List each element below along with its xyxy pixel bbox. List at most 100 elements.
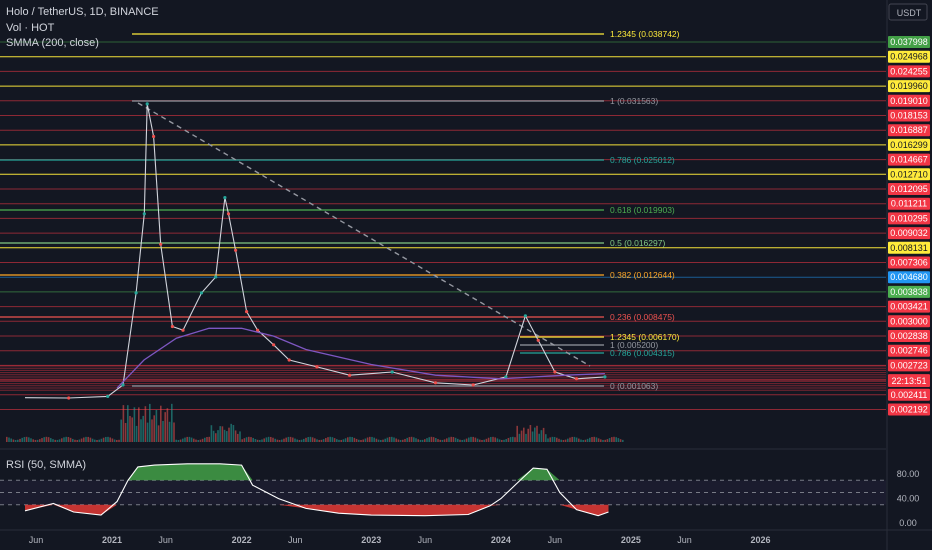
volume-bar	[531, 431, 534, 442]
volume-bar	[371, 436, 373, 442]
volume-bar	[91, 438, 94, 442]
volume-bar	[239, 431, 241, 442]
volume-bar	[505, 439, 507, 442]
volume-bar	[437, 439, 439, 442]
price-tag-bg	[888, 197, 930, 210]
fib-level-label-6: 0.236 (0.008475)	[610, 312, 675, 322]
volume-bar	[476, 438, 479, 442]
volume-bar	[322, 439, 325, 442]
volume-bar	[421, 439, 424, 442]
price-point	[433, 381, 438, 385]
volume-bar	[525, 433, 527, 442]
price-point	[553, 370, 557, 374]
volume-bar	[556, 437, 558, 442]
volume-bar	[171, 403, 173, 442]
volume-bar	[333, 438, 336, 442]
volume-bar	[232, 425, 235, 442]
volume-bar	[21, 437, 23, 442]
volume-bar	[105, 436, 107, 442]
price-point	[504, 375, 508, 379]
price-tag-bg	[888, 241, 930, 254]
price-point	[603, 375, 607, 379]
volume-bar	[263, 438, 265, 442]
price-tag-value: 0.024255	[890, 66, 928, 76]
volume-bar	[45, 436, 48, 442]
volume-bar	[127, 405, 129, 442]
volume-bar	[212, 430, 215, 442]
volume-bar	[391, 436, 393, 442]
volume-bar	[6, 436, 8, 442]
price-tag-value: 0.014667	[890, 155, 928, 165]
volume-bar	[47, 437, 50, 442]
volume-bar	[252, 437, 254, 442]
volume-bar	[382, 439, 384, 442]
volume-bar	[228, 427, 230, 442]
volume-bar	[479, 439, 481, 442]
volume-bar	[316, 439, 318, 442]
symbol-title[interactable]: Holo / TetherUS, 1D, BINANCE	[6, 6, 159, 18]
price-tag-bg	[888, 271, 930, 284]
time-tick-label: Jun	[158, 535, 173, 545]
volume-bar	[375, 438, 378, 442]
volume-bar	[8, 437, 10, 442]
rsi-oversold-fill	[25, 504, 609, 516]
volume-bar	[265, 437, 268, 442]
volume-bar	[498, 439, 501, 442]
volume-bar	[443, 439, 446, 442]
volume-bar	[289, 436, 292, 442]
price-point	[121, 383, 125, 387]
volume-bar	[34, 439, 37, 442]
rsi-pane	[0, 463, 886, 517]
price-point	[574, 377, 579, 381]
time-tick-label: 2025	[621, 535, 641, 545]
volume-bar	[217, 430, 219, 442]
volume-bar	[547, 438, 549, 442]
volume-bar	[529, 425, 532, 442]
volume-bar	[54, 439, 56, 442]
volume-bar	[597, 438, 600, 442]
price-tag-value: 0.012095	[890, 184, 928, 194]
volume-bar	[331, 437, 334, 442]
volume-bar	[424, 439, 426, 442]
volume-bar	[241, 439, 243, 442]
volume-bar	[355, 438, 358, 442]
price-tag-value: 0.009032	[890, 228, 928, 238]
volume-bar	[138, 407, 140, 442]
volume-bar	[553, 436, 556, 442]
fib-level-label-5: 0.382 (0.012644)	[610, 270, 675, 280]
volume-bar	[602, 439, 604, 442]
volume-bar	[144, 406, 147, 442]
volume-bar	[206, 436, 208, 442]
price-tag-value: 0.007306	[890, 258, 928, 268]
volume-bar	[516, 425, 518, 442]
price-point	[152, 134, 156, 139]
volume-bar	[336, 439, 338, 442]
volume-bar	[397, 439, 400, 442]
volume-bar	[514, 437, 516, 442]
volume-bar	[527, 428, 529, 442]
volume-bar	[234, 430, 237, 442]
volume-bar	[166, 408, 169, 442]
volume-bars	[6, 403, 624, 442]
volume-bar	[622, 439, 624, 442]
fib-level-label-7: 0 (0.001063)	[610, 381, 658, 391]
volume-label[interactable]: Vol · HOT	[6, 22, 55, 34]
smma-label[interactable]: SMMA (200, close)	[6, 37, 99, 49]
volume-bar	[267, 436, 270, 442]
volume-bar	[542, 427, 545, 442]
volume-bar	[85, 436, 87, 442]
volume-bar	[600, 439, 602, 442]
volume-bar	[12, 439, 15, 442]
rsi-axis-label: 80.00	[897, 469, 920, 479]
price-tag-value: 0.008131	[890, 243, 928, 253]
volume-bar	[325, 438, 327, 442]
volume-bar	[373, 437, 375, 442]
time-tick-label: Jun	[29, 535, 44, 545]
volume-bar	[342, 439, 345, 442]
volume-bar	[569, 437, 571, 442]
volume-bar	[204, 437, 206, 442]
volume-bar	[124, 423, 127, 442]
rsi-label[interactable]: RSI (50, SMMA)	[6, 459, 87, 471]
fib-level-label-0: 1.2345 (0.038742)	[610, 29, 680, 39]
